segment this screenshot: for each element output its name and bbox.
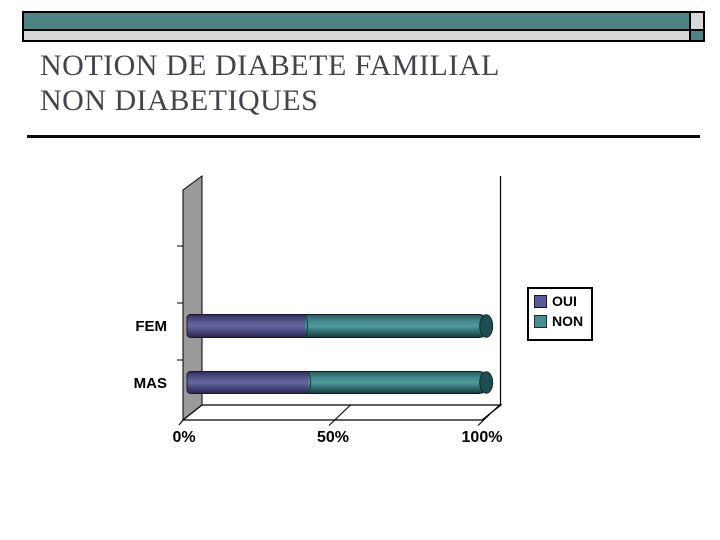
legend-item-oui: OUI bbox=[534, 293, 591, 309]
header-bar-gray bbox=[24, 31, 689, 40]
legend-swatch-oui bbox=[534, 295, 547, 308]
header-accent-teal bbox=[691, 31, 703, 40]
header-decoration bbox=[22, 11, 705, 42]
bar-segment-non bbox=[308, 371, 483, 394]
bar-mas bbox=[186, 371, 494, 394]
slide-title: NOTION DE DIABETE FAMILIAL NON DIABETIQU… bbox=[40, 49, 500, 117]
tick-label-50: 50% bbox=[316, 429, 350, 446]
bar-segment-oui bbox=[187, 371, 311, 394]
bar-segment-non bbox=[305, 314, 483, 338]
legend-label-oui: OUI bbox=[552, 293, 577, 309]
title-underline bbox=[27, 135, 700, 138]
header-bar-teal bbox=[24, 13, 689, 29]
bar-fem bbox=[186, 314, 494, 338]
bar-segment-boundary bbox=[307, 372, 312, 393]
legend-item-non: NON bbox=[534, 313, 591, 329]
bar-end-cap bbox=[479, 314, 494, 338]
chart-legend: OUI NON bbox=[527, 287, 593, 341]
tick-label-0: 0% bbox=[172, 429, 196, 446]
bar-end-cap bbox=[479, 371, 494, 394]
category-label-fem: FEM bbox=[135, 318, 167, 335]
bar-segment-boundary bbox=[304, 315, 309, 337]
category-axis-ticks bbox=[177, 245, 183, 361]
value-axis-ticks bbox=[178, 404, 501, 426]
legend-swatch-non bbox=[534, 315, 547, 328]
category-label-mas: MAS bbox=[133, 375, 167, 392]
bars-layer bbox=[186, 314, 494, 394]
legend-label-non: NON bbox=[552, 313, 584, 329]
tick-label-100: 100% bbox=[461, 429, 503, 446]
header-accent-gray bbox=[691, 13, 703, 29]
bar-segment-oui bbox=[187, 314, 308, 338]
